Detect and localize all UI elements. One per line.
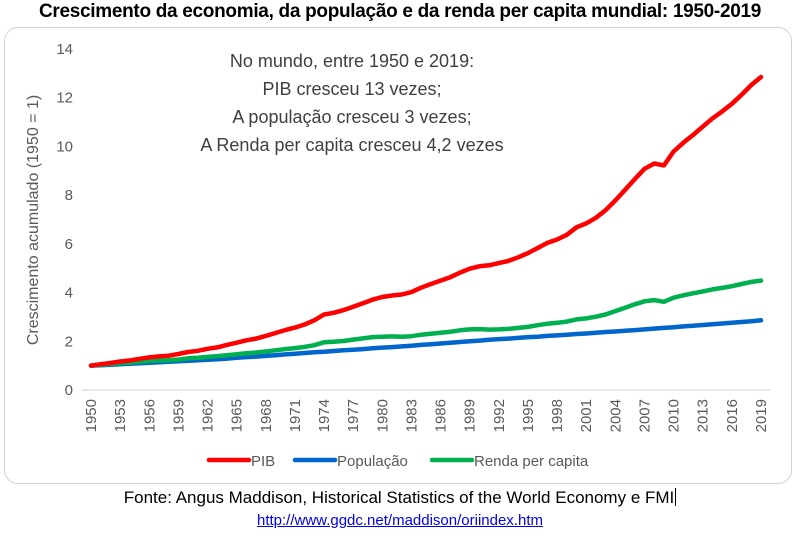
x-tick-label: 2004	[607, 399, 624, 432]
series-line-renda-per-capita	[88, 278, 764, 368]
series-line-pib	[88, 74, 764, 368]
x-tick-label: 2016	[724, 399, 741, 432]
legend-label: População	[337, 453, 408, 470]
x-tick-label: 1971	[287, 399, 304, 432]
legend-item: População	[292, 453, 408, 470]
x-tick-label: 1977	[345, 399, 362, 432]
legend-item: PIB	[206, 453, 275, 470]
x-tick-label: 1983	[403, 399, 420, 432]
x-tick-label: 1989	[462, 399, 479, 432]
series-line-popula-o	[88, 318, 764, 368]
x-tick-label: 1995	[520, 399, 537, 432]
legend-item: Renda per capita	[429, 453, 589, 470]
text-cursor	[675, 488, 677, 506]
y-tick-label: 2	[65, 333, 73, 350]
y-tick-label: 10	[56, 138, 73, 155]
x-axis-ticks: 1950 1953 1956 1959 1962 1965 1968 1971 1974 1977…	[83, 399, 770, 432]
annotation-line: A Renda per capita cresceu 4,2 vezes	[200, 135, 503, 155]
source-link-container: http://www.ggdc.net/maddison/oriindex.ht…	[0, 512, 800, 529]
x-tick-label: 1968	[258, 399, 275, 432]
source-text: Fonte: Angus Maddison, Historical Statis…	[123, 488, 675, 507]
x-tick-label: 1962	[200, 399, 217, 432]
source-note: Fonte: Angus Maddison, Historical Statis…	[0, 488, 800, 508]
x-tick-label: 1986	[433, 399, 450, 432]
y-tick-label: 4	[65, 285, 73, 302]
series-lines	[88, 74, 764, 368]
x-tick-label: 1998	[549, 399, 566, 432]
x-tick-label: 1956	[141, 399, 158, 432]
source-link[interactable]: http://www.ggdc.net/maddison/oriindex.ht…	[257, 512, 543, 529]
annotation-line: PIB cresceu 13 vezes;	[262, 79, 441, 99]
chart-title: Crescimento da economia, da população e …	[38, 1, 762, 22]
legend-label: Renda per capita	[474, 453, 589, 470]
x-tick-label: 2010	[666, 399, 683, 432]
y-tick-label: 8	[65, 187, 73, 204]
x-tick-label: 1974	[316, 399, 333, 432]
x-tick-label: 1953	[112, 399, 129, 432]
x-tick-label: 1980	[374, 399, 391, 432]
legend: PIB População Renda per capita	[206, 453, 589, 470]
x-tick-label: 1950	[83, 399, 100, 432]
y-tick-label: 0	[65, 382, 73, 399]
x-tick-label: 2019	[753, 399, 770, 432]
x-tick-label: 2013	[695, 399, 712, 432]
legend-label: PIB	[251, 453, 275, 470]
annotation-line: No mundo, entre 1950 e 2019:	[230, 51, 474, 71]
x-tick-label: 2001	[578, 399, 595, 432]
chart-frame	[4, 27, 792, 484]
y-tick-label: 6	[65, 236, 73, 253]
annotation-line: A população cresceu 3 vezes;	[232, 107, 471, 127]
y-tick-label: 14	[56, 41, 73, 58]
x-tick-label: 1992	[491, 399, 508, 432]
x-tick-label: 2007	[636, 399, 653, 432]
y-axis-label: Crescimento acumulado (1950 = 1)	[25, 95, 42, 345]
y-tick-label: 12	[56, 90, 73, 107]
x-tick-label: 1965	[229, 399, 246, 432]
y-axis-ticks: 0 2 4 6 8 10 12 14	[56, 41, 73, 399]
annotation-box: No mundo, entre 1950 e 2019: PIB cresceu …	[200, 51, 503, 155]
x-tick-label: 1959	[170, 399, 187, 432]
